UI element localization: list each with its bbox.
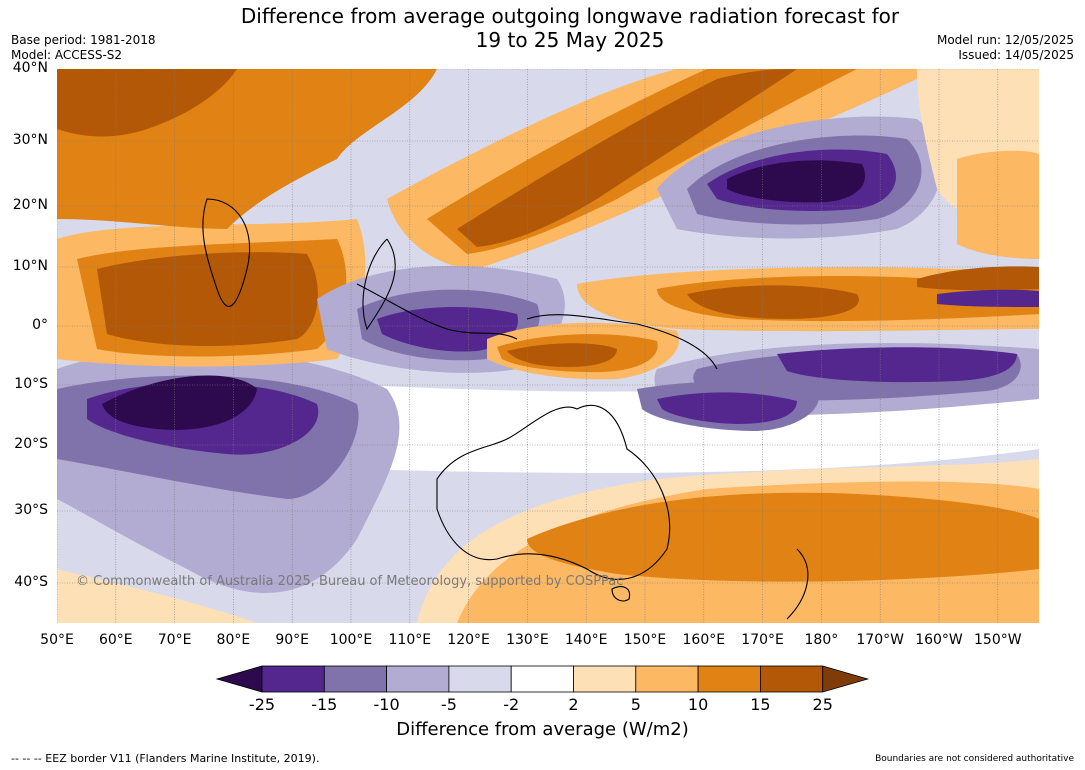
latitude-label: 0° (32, 317, 48, 333)
colorbar-segment (697, 665, 761, 693)
longitude-label: 170°W (856, 632, 904, 648)
longitude-label: 110°E (388, 632, 432, 648)
longitude-label: 120°E (447, 632, 490, 648)
longitude-label: 140°E (564, 632, 608, 648)
colorbar-segment (448, 665, 512, 693)
copyright-text: © Commonwealth of Australia 2025, Bureau… (76, 574, 624, 589)
latitude-label: 40°S (14, 574, 48, 590)
longitude-label: 160°E (682, 632, 726, 648)
colorbar-segment (573, 665, 637, 693)
longitude-label: 80°E (216, 632, 251, 648)
colorbar-tick-label: -2 (503, 695, 520, 714)
longitude-label: 130°E (506, 632, 549, 648)
colorbar-segment (261, 665, 325, 693)
header-left: Base period: 1981-2018 Model: ACCESS-S2 (11, 33, 156, 63)
header-right: Model run: 12/05/2025 Issued: 14/05/2025 (937, 33, 1074, 63)
colorbar-tick-label: 15 (750, 695, 771, 714)
latitude-label: 30°S (14, 502, 48, 518)
longitude-label: 170°E (741, 632, 784, 648)
colorbar-tick-label: -10 (373, 695, 400, 714)
title-line-1: Difference from average outgoing longwav… (240, 4, 900, 28)
colorbar-segment (323, 665, 388, 693)
longitude-label: 70°E (157, 632, 192, 648)
colorbar-tick-label: -5 (440, 695, 457, 714)
latitude-label: 20°N (12, 197, 48, 213)
anomaly-fields (57, 69, 1039, 623)
colorbar-tick-label: -15 (311, 695, 338, 714)
coastlines (202, 198, 809, 620)
longitude-label: 60°E (98, 632, 133, 648)
issued-text: Issued: 14/05/2025 (958, 48, 1074, 62)
latitude-label: 10°N (12, 258, 48, 274)
boundaries-note: Boundaries are not considered authoritat… (875, 754, 1074, 764)
model-text: Model: ACCESS-S2 (11, 48, 123, 62)
longitude-label: 50°E (40, 632, 74, 648)
latitude-label: 40°N (12, 60, 48, 76)
longitude-label: 90°E (275, 632, 310, 648)
colorbar (215, 665, 870, 693)
eez-note: -- -- -- EEZ border V11 (Flanders Marine… (11, 752, 320, 765)
colorbar-segment (510, 665, 574, 693)
latitude-label: 10°S (14, 376, 48, 392)
colorbar-tick-label: 2 (568, 695, 579, 714)
colorbar-tick-label: 25 (812, 695, 833, 714)
colorbar-segment (635, 665, 699, 693)
colorbar-tick-label: -25 (248, 695, 276, 714)
latitude-label: 30°N (12, 132, 48, 148)
base-period-text: Base period: 1981-2018 (11, 33, 156, 47)
colorbar-extend-high (822, 665, 870, 693)
colorbar-label: Difference from average (W/m2) (396, 719, 689, 740)
colorbar-tick-label: 10 (687, 695, 709, 714)
longitude-label: 100°E (329, 632, 373, 648)
anomaly-map (57, 69, 1039, 623)
title-line-2: 19 to 25 May 2025 (475, 28, 665, 52)
longitude-label: 150°E (623, 632, 667, 648)
longitude-label: 160°W (915, 632, 963, 648)
model-run-text: Model run: 12/05/2025 (936, 33, 1074, 47)
latitude-label: 20°S (14, 436, 48, 452)
chart-title: Difference from average outgoing longwav… (0, 4, 1085, 52)
longitude-label: 180° (804, 632, 839, 648)
colorbar-segment (760, 665, 824, 693)
colorbar-tick-label: 5 (630, 695, 641, 714)
colorbar-extend-low (215, 665, 263, 693)
colorbar-segment (386, 665, 450, 693)
longitude-label: 150°W (974, 632, 1022, 648)
graticule (57, 69, 1039, 623)
